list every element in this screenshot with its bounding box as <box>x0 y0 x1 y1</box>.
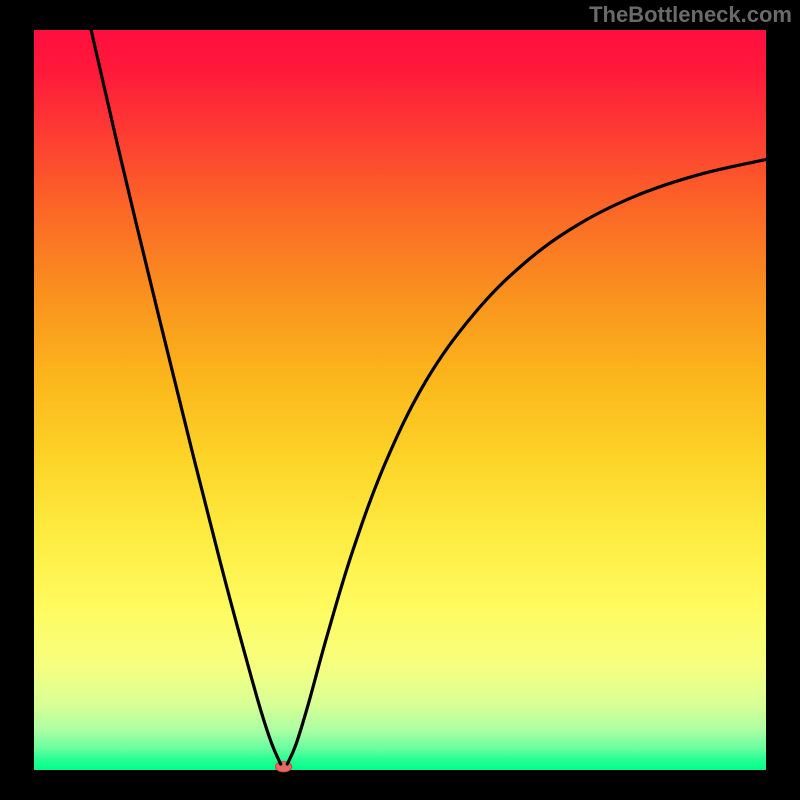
bottleneck-chart <box>0 0 800 800</box>
chart-container: TheBottleneck.com <box>0 0 800 800</box>
watermark-text: TheBottleneck.com <box>589 2 792 28</box>
